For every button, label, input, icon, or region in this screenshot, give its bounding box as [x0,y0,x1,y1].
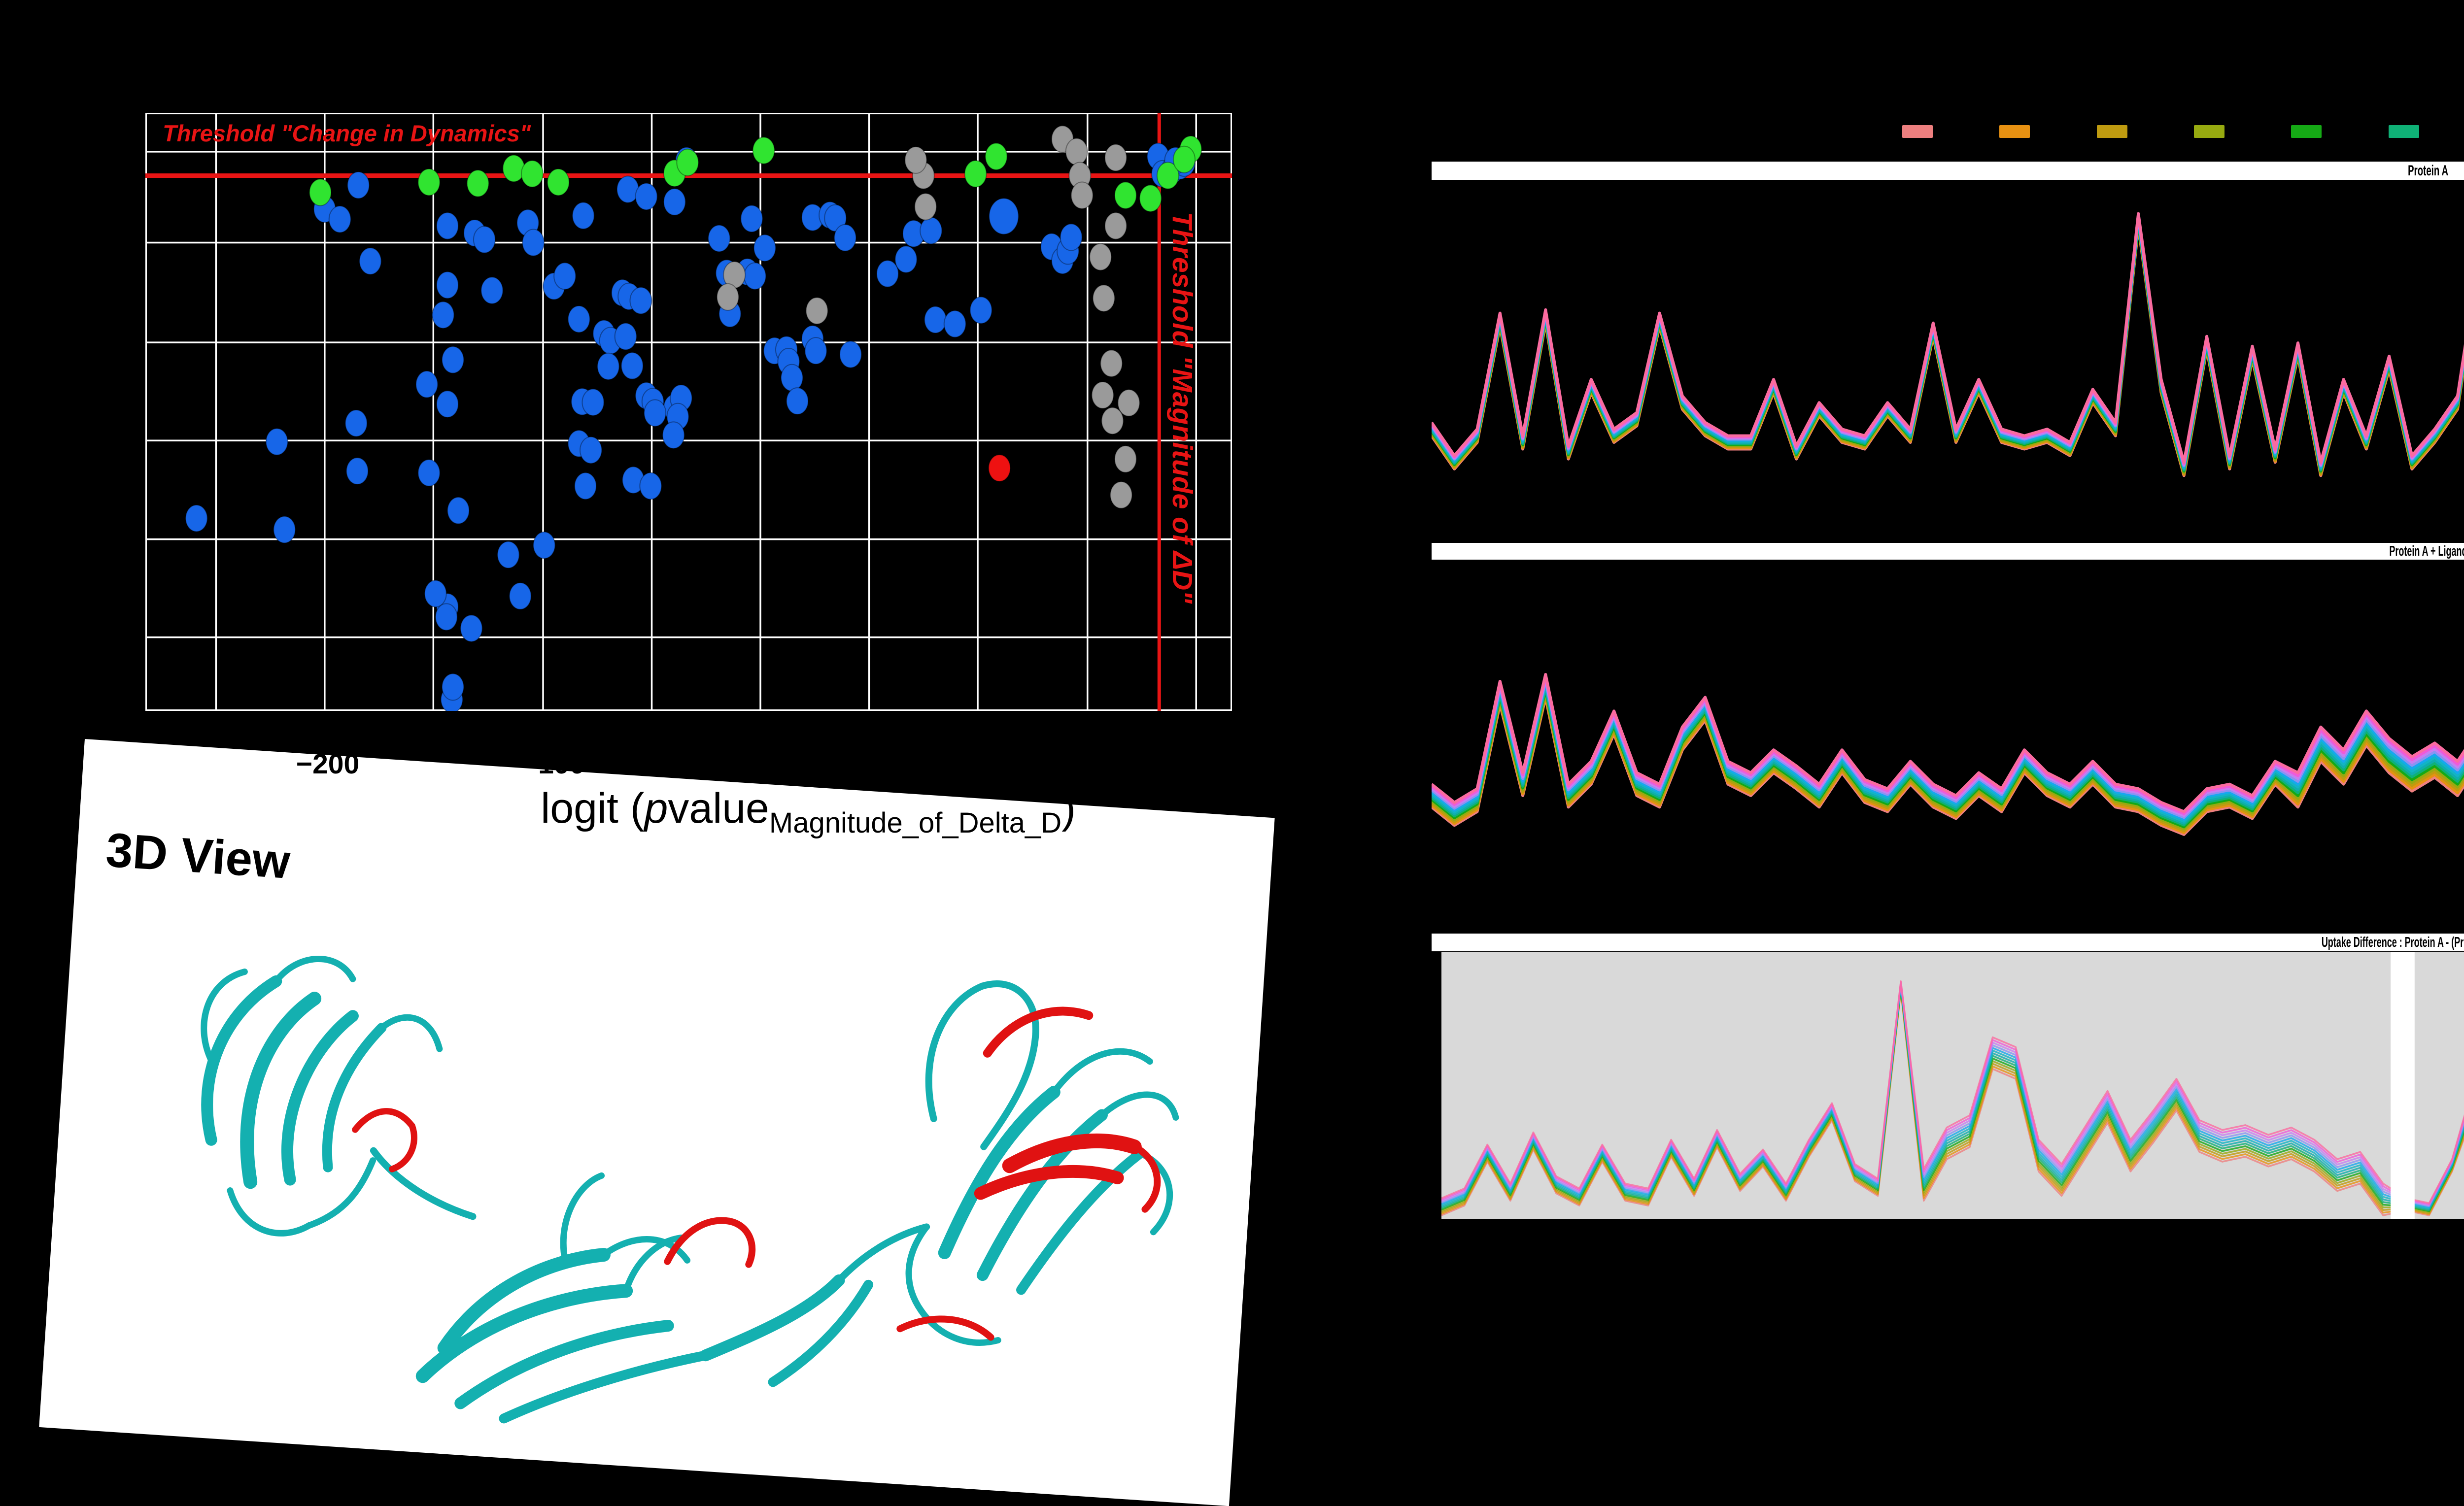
uptake-chart-protein-a[interactable] [1432,187,2464,522]
legend-swatch-timepoint-4[interactable] [2193,125,2224,138]
volcano-plot[interactable] [145,113,1232,711]
legend-swatch-timepoint-1[interactable] [1902,125,1933,138]
timepoint-legend [1902,123,2464,140]
uptake-chart-protein-a-ligand[interactable] [1432,562,2464,847]
threshold-change-in-dynamics-label: Threshold "Change in Dynamics" [163,120,531,146]
uptake-difference-chart[interactable] [1441,952,2464,1219]
chart-title-protein-a: Protein A [1432,162,2464,180]
volcano-x-axis-label: logit (pvalueMagnitude_of_Delta_D) [541,785,1076,839]
legend-swatch-timepoint-2[interactable] [1999,125,2030,138]
legend-swatch-timepoint-3[interactable] [2096,125,2127,138]
protein-ribbon-graphic [201,956,1179,1424]
chart-title-uptake-difference: Uptake Difference : Protein A - (Protein… [1432,934,2464,951]
threshold-magnitude-label: Threshold "Magnitude of ΔD" [1166,212,1198,604]
legend-swatch-timepoint-5[interactable] [2291,125,2322,138]
x-tick-minus-200: −200 [296,748,360,780]
chart-title-protein-a-ligand: Protein A + Ligand [1432,543,2464,560]
3d-view-panel[interactable]: 3D View [39,739,1275,1506]
x-tick-minus-100: −100 [521,748,585,780]
legend-swatch-timepoint-6[interactable] [2388,125,2419,138]
